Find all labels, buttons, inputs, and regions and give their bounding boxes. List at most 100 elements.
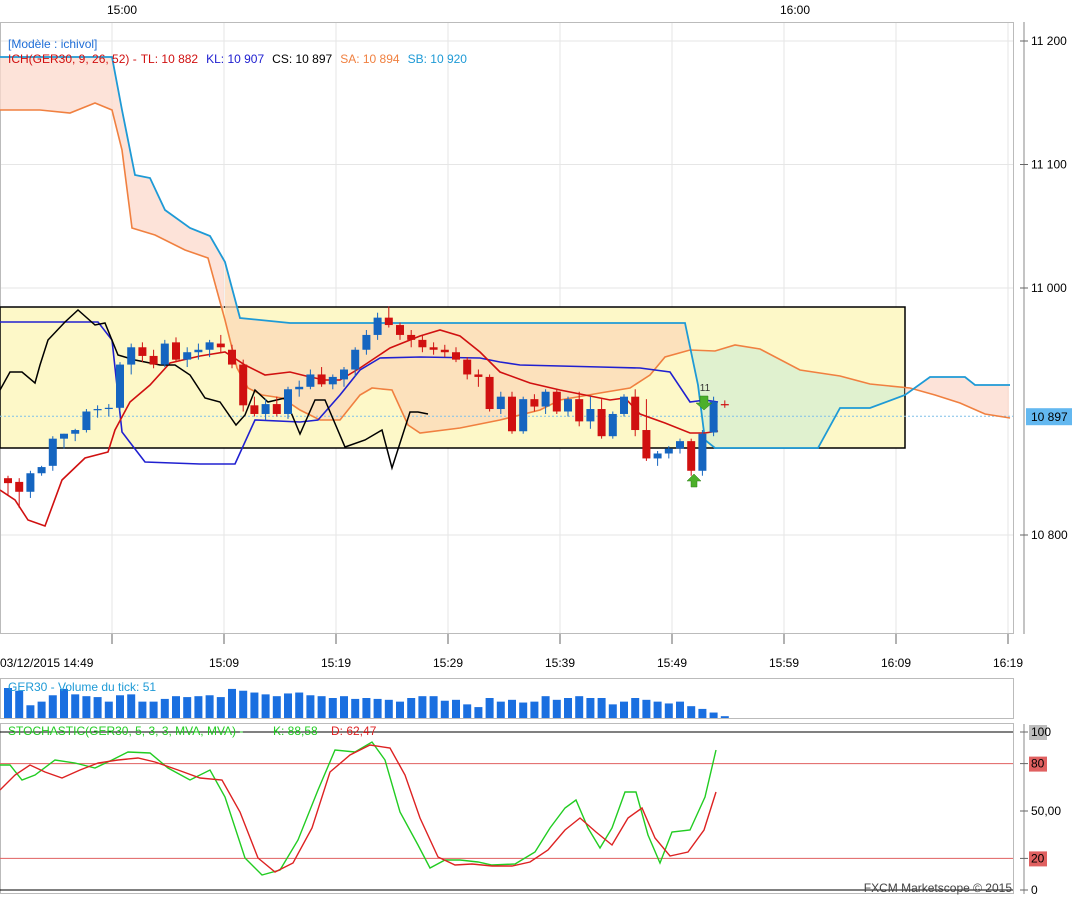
candle-body <box>194 349 203 353</box>
candle-body <box>564 399 572 412</box>
candle-body <box>295 386 304 390</box>
volume-bar <box>620 701 628 718</box>
stoch-axis-label: 100 <box>1031 725 1051 739</box>
stoch-k-label: K: 88,58 <box>273 724 318 738</box>
volume-panel[interactable] <box>0 678 1014 719</box>
candle-body <box>474 374 483 377</box>
volume-bar <box>183 697 192 718</box>
kijun-line <box>0 321 719 465</box>
candle-body <box>552 391 561 412</box>
volume-bar <box>676 701 684 718</box>
chikou-line <box>0 308 429 471</box>
volume-bar <box>351 698 360 718</box>
time-axis-label: 15:29 <box>433 656 463 670</box>
volume-bar <box>552 699 561 718</box>
volume-bar <box>530 701 539 718</box>
volume-bar <box>452 699 460 718</box>
candle-body <box>698 433 707 471</box>
candle-body <box>620 396 628 414</box>
stoch-level-badge <box>1029 725 1047 740</box>
candle-body <box>642 430 651 459</box>
stoch-d-line <box>0 744 717 873</box>
time-axis-label: 15:09 <box>209 656 239 670</box>
volume-bar <box>709 712 718 718</box>
current-price-label: 10 897 <box>1031 410 1068 424</box>
candle-body <box>440 349 449 353</box>
top-axis-bg <box>0 0 1020 20</box>
candle-body <box>26 473 35 492</box>
volume-bar <box>93 697 102 718</box>
volume-bar <box>194 696 203 718</box>
time-axis-label: 15:59 <box>769 656 799 670</box>
stochastic-panel[interactable]: 100 80 50,00 20 0 <box>0 723 1061 898</box>
candle-body <box>541 391 550 407</box>
volume-bar <box>216 697 225 718</box>
volume-bar <box>373 698 382 718</box>
stoch-level-badge <box>1029 756 1047 772</box>
candle-body <box>631 396 640 431</box>
stochastic-panel-frame <box>0 723 1014 894</box>
candle-body <box>127 347 136 365</box>
time-axis-label: 03/12/2015 14:49 <box>0 656 94 670</box>
time-axis-label: 15:49 <box>657 656 687 670</box>
volume-bar <box>608 704 617 718</box>
volume-panel-frame <box>0 678 1014 719</box>
price-axis-label: 11 000 <box>1031 281 1067 295</box>
volume-bar <box>261 694 270 718</box>
candle-body <box>351 349 360 370</box>
candle-body <box>687 441 696 471</box>
volume-bar <box>698 708 707 718</box>
candle-body <box>407 334 416 340</box>
volume-bar <box>149 701 158 718</box>
volume-bar <box>82 696 91 718</box>
volume-bar <box>239 690 248 718</box>
volume-bar <box>15 690 24 718</box>
volume-bar <box>586 698 595 718</box>
time-axis-bg <box>0 634 1020 672</box>
candle-body <box>228 349 236 365</box>
volume-bar <box>642 699 651 718</box>
price-panel[interactable]: 11 200 11 100 11 000 10 800 10 897 ICH(GER30,… <box>0 22 1072 634</box>
legend-item: SA: 10 894 <box>340 52 400 66</box>
candle-body <box>82 411 91 431</box>
volume-bar <box>104 701 113 718</box>
price-axis-label: 11 100 <box>1031 158 1067 172</box>
candle-body <box>653 453 662 459</box>
candle-body <box>452 352 460 360</box>
time-axis-label: 16:19 <box>993 656 1023 670</box>
stoch-d-label: D: 62,47 <box>331 724 377 738</box>
cloud-bear-segment <box>0 57 224 317</box>
candle-body <box>463 359 472 375</box>
candle-body <box>172 342 180 360</box>
volume-bar <box>508 699 516 718</box>
volume-label: GER30 - Volume du tick: 51 <box>8 680 156 694</box>
stoch-axis-label: 0 <box>1031 883 1038 897</box>
senkou-span-b-line <box>0 56 1010 449</box>
stoch-label: STOCHASTIC(GER30, 5, 3, 3, MVA, MVA) - <box>8 724 243 738</box>
volume-bar <box>71 694 80 718</box>
cloud-bull-segment <box>690 345 904 448</box>
time-axis-label: 15:39 <box>545 656 575 670</box>
volume-bar <box>205 695 214 718</box>
candle-body <box>575 399 584 422</box>
volume-bar <box>172 696 180 718</box>
candle-body <box>93 409 102 411</box>
candle-body <box>4 478 12 484</box>
candle-body <box>608 413 617 437</box>
candle-body <box>205 342 214 350</box>
volume-bar <box>496 701 505 718</box>
candle-body <box>508 396 516 432</box>
volume-bar <box>597 698 606 718</box>
volume-bar <box>26 705 35 718</box>
volume-bar <box>284 693 292 718</box>
candle-body <box>676 441 684 449</box>
candle-body <box>530 399 539 407</box>
volume-bar <box>440 700 449 718</box>
candle-body <box>384 317 393 326</box>
candle-body <box>429 347 438 350</box>
down-arrow-icon <box>695 395 713 411</box>
candle-body <box>418 339 427 348</box>
candle-body <box>250 405 259 414</box>
legend-item: ICH(GER30, 9, 26, 52) - <box>8 52 137 66</box>
signal-count-label: 11 <box>700 383 711 394</box>
